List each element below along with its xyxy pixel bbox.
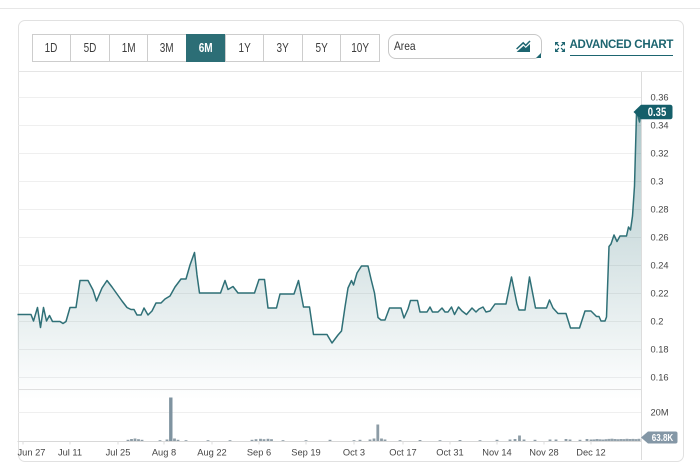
svg-text:Sep 19: Sep 19 (291, 448, 320, 458)
svg-text:Nov 14: Nov 14 (482, 448, 511, 458)
svg-text:Sep 6: Sep 6 (247, 448, 271, 458)
svg-text:0.26: 0.26 (651, 232, 669, 242)
svg-text:20M: 20M (651, 407, 669, 417)
svg-text:0.24: 0.24 (651, 260, 669, 270)
svg-text:0.22: 0.22 (651, 288, 669, 298)
svg-text:Jul 25: Jul 25 (106, 448, 131, 458)
svg-text:Jul 11: Jul 11 (58, 448, 82, 458)
svg-text:Nov 28: Nov 28 (529, 448, 558, 458)
svg-text:0.16: 0.16 (651, 372, 669, 382)
svg-text:0.32: 0.32 (651, 148, 669, 158)
svg-text:0.28: 0.28 (651, 204, 669, 214)
svg-text:0.2: 0.2 (651, 316, 664, 326)
svg-text:Aug 22: Aug 22 (197, 448, 226, 458)
svg-text:Aug 8: Aug 8 (152, 448, 176, 458)
svg-text:0.3: 0.3 (651, 176, 664, 186)
svg-text:Jun 27: Jun 27 (18, 448, 46, 458)
svg-text:Dec 12: Dec 12 (576, 448, 605, 458)
svg-text:0.35: 0.35 (648, 107, 667, 119)
svg-text:Oct 17: Oct 17 (389, 448, 416, 458)
svg-text:0.34: 0.34 (651, 120, 669, 130)
svg-text:0.18: 0.18 (651, 344, 669, 354)
svg-text:Oct 3: Oct 3 (343, 448, 365, 458)
svg-text:0.36: 0.36 (651, 92, 669, 102)
svg-text:63.8K: 63.8K (652, 433, 674, 444)
svg-text:Oct 31: Oct 31 (436, 448, 463, 458)
